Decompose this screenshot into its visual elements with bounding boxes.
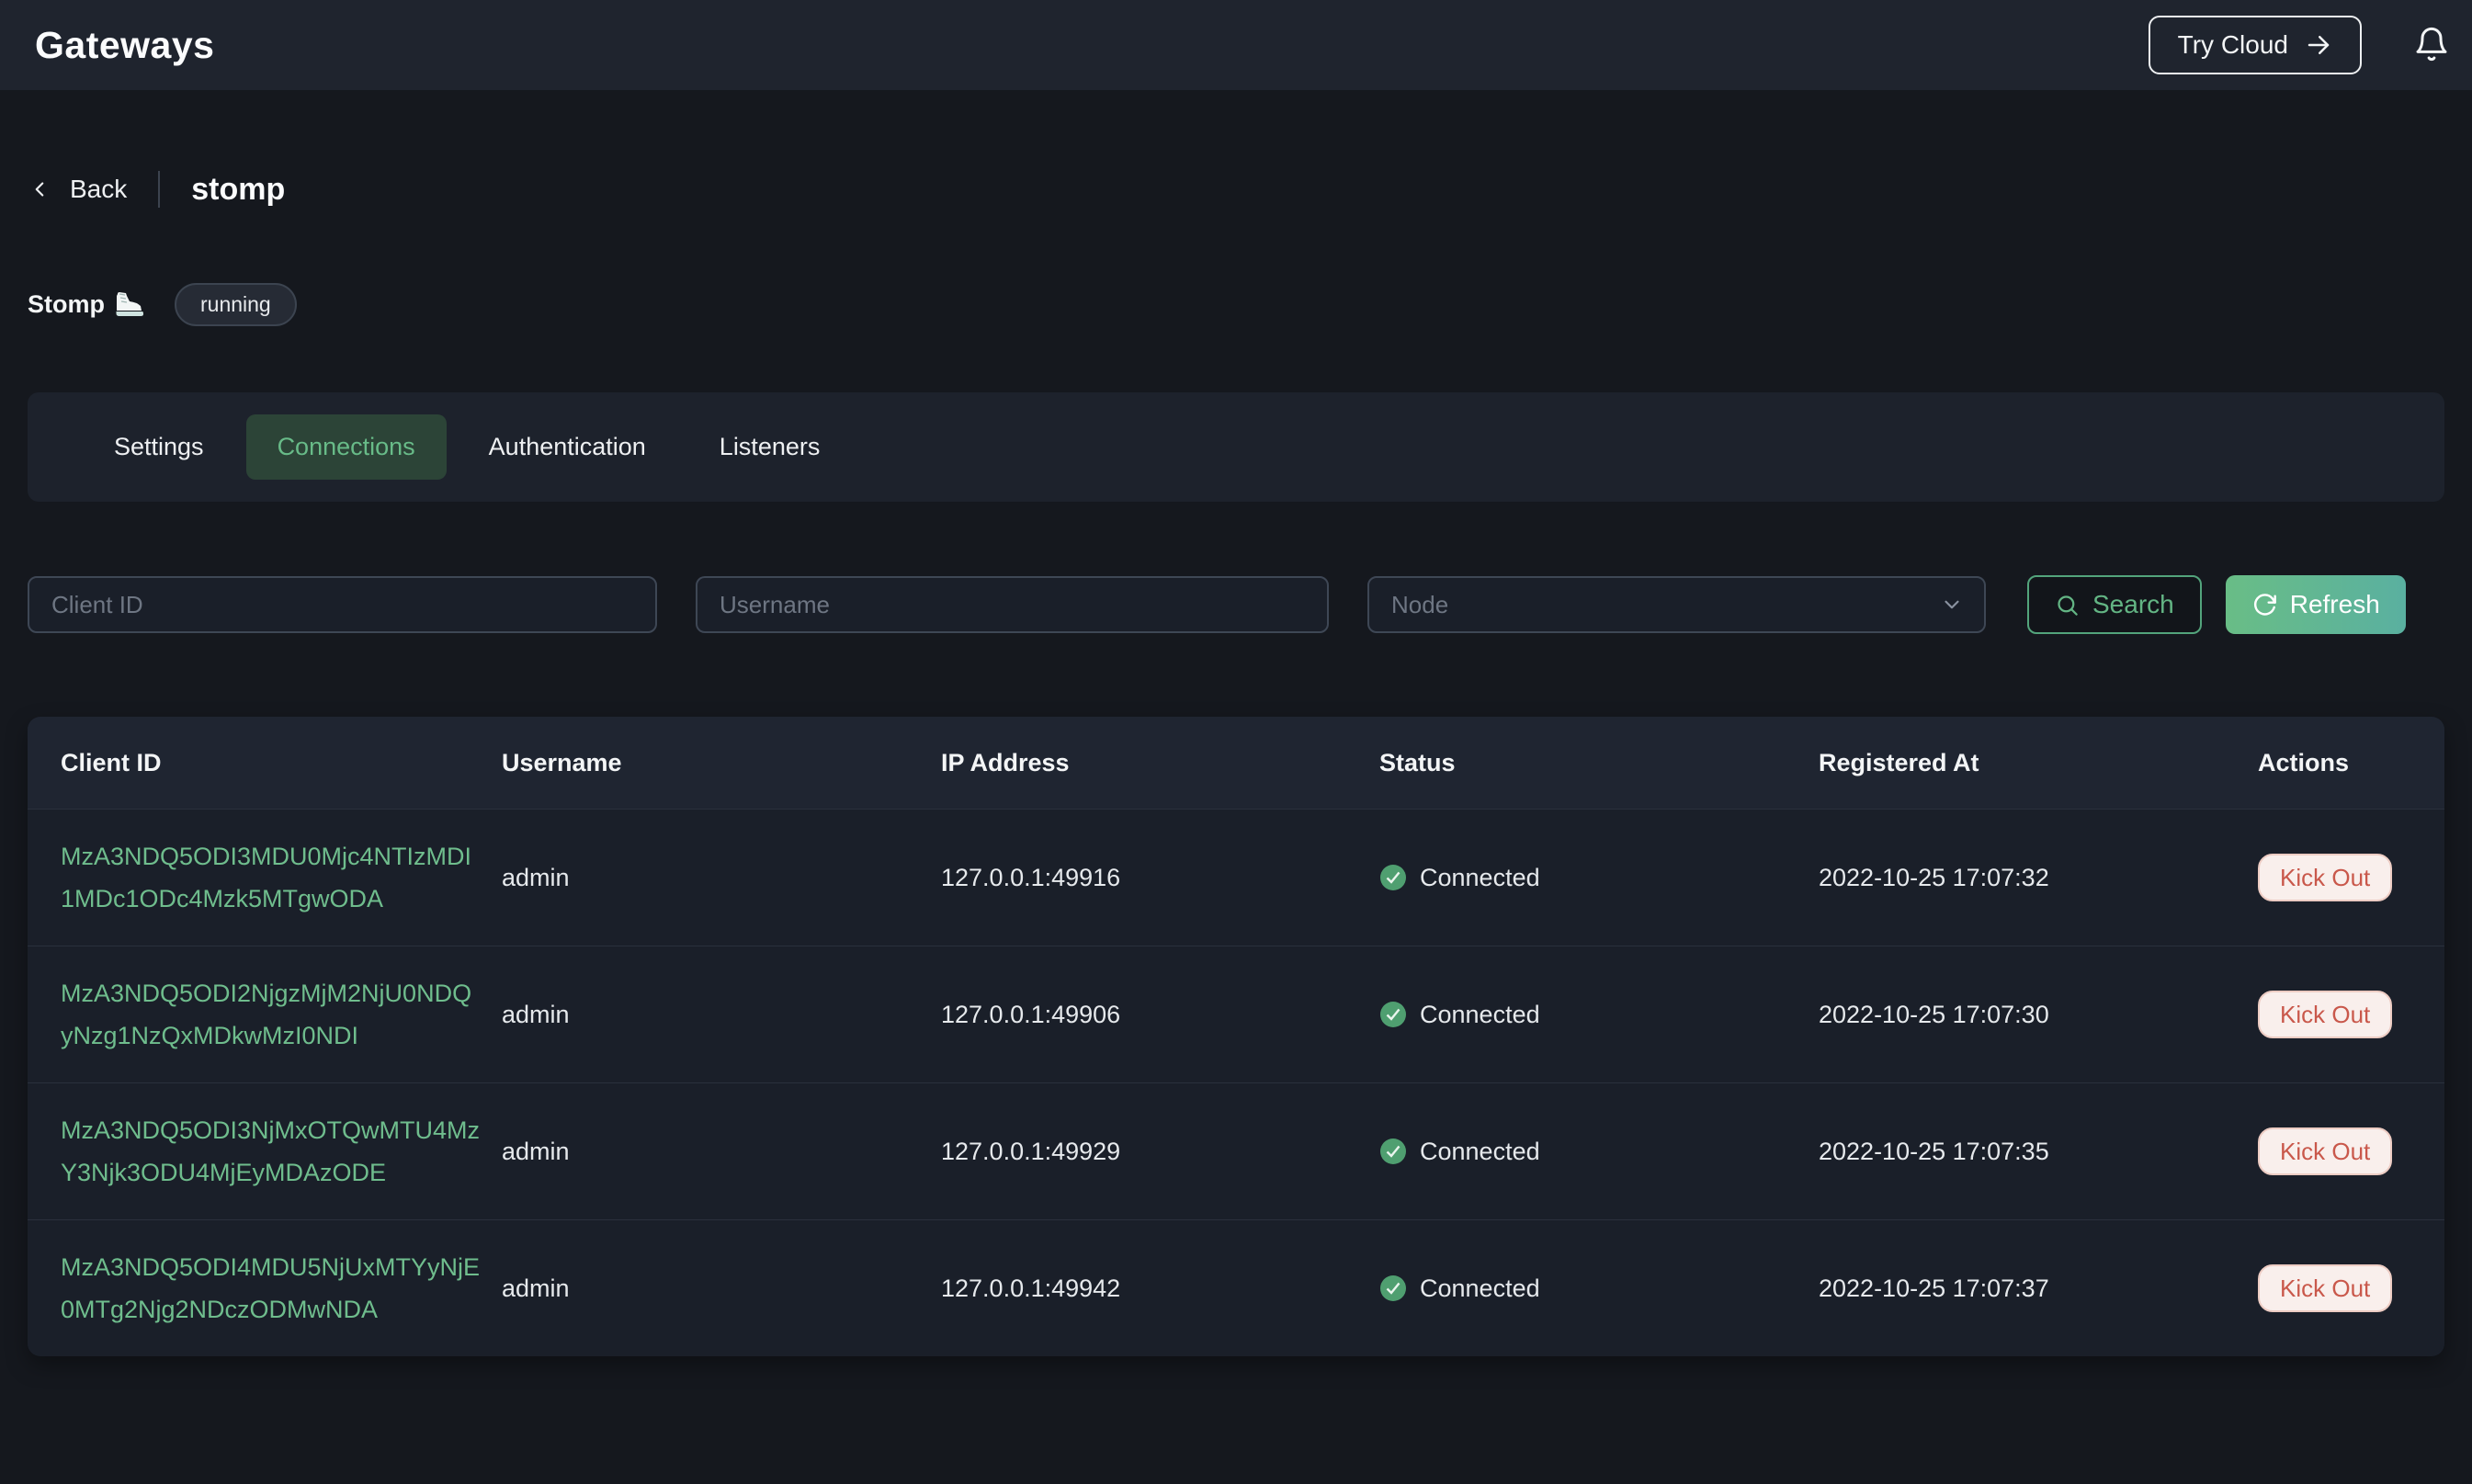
- ip-address-cell: 127.0.0.1:49916: [941, 863, 1121, 891]
- tab-settings[interactable]: Settings: [83, 414, 235, 480]
- kick-out-button[interactable]: Kick Out: [2258, 854, 2393, 901]
- status-label: Connected: [1420, 1000, 1540, 1028]
- status-cell: Connected: [1379, 1274, 1819, 1303]
- username-cell: admin: [502, 1274, 570, 1302]
- tab-bar: Settings Connections Authentication List…: [28, 392, 2444, 502]
- column-header-username: Username: [502, 748, 622, 776]
- check-circle-icon: [1379, 864, 1407, 891]
- chevron-left-icon: [28, 177, 51, 201]
- search-label: Search: [2092, 590, 2174, 618]
- boot-icon: [112, 291, 145, 319]
- refresh-label: Refresh: [2289, 590, 2380, 618]
- chevron-down-icon: [1940, 593, 1964, 617]
- check-circle-icon: [1379, 1001, 1407, 1028]
- registered-at-cell: 2022-10-25 17:07:35: [1819, 1137, 2049, 1165]
- column-header-registered-at: Registered At: [1819, 748, 1979, 776]
- node-select-placeholder: Node: [1391, 590, 1449, 618]
- tab-listeners[interactable]: Listeners: [688, 414, 852, 480]
- gateway-status-badge: running: [175, 283, 297, 326]
- kick-out-button[interactable]: Kick Out: [2258, 991, 2393, 1038]
- client-id-input[interactable]: [28, 576, 657, 633]
- back-button[interactable]: Back: [28, 175, 127, 204]
- table-row: MzA3NDQ5ODI3NjMxOTQwMTU4MzY3Njk3ODU4MjEy…: [28, 1082, 2444, 1219]
- page-content: Back stomp Stomp running Settings Connec…: [0, 171, 2472, 1356]
- status-label: Connected: [1420, 863, 1540, 891]
- status-label: Connected: [1420, 1274, 1540, 1302]
- column-header-status: Status: [1379, 748, 1456, 776]
- topbar-actions: Try Cloud: [2148, 16, 2454, 74]
- try-cloud-label: Try Cloud: [2177, 30, 2288, 59]
- topbar: Gateways Try Cloud: [0, 0, 2472, 90]
- column-header-client-id: Client ID: [61, 748, 162, 776]
- ip-address-cell: 127.0.0.1:49942: [941, 1274, 1121, 1302]
- client-id-link[interactable]: MzA3NDQ5ODI3NjMxOTQwMTU4MzY3Njk3ODU4MjEy…: [61, 1116, 481, 1186]
- client-id-link[interactable]: MzA3NDQ5ODI4MDU5NjUxMTYyNjE0MTg2Njg2NDcz…: [61, 1253, 481, 1323]
- ip-address-cell: 127.0.0.1:49906: [941, 1000, 1121, 1028]
- breadcrumb-divider: [158, 171, 161, 208]
- status-label: Connected: [1420, 1137, 1540, 1165]
- connections-table: Client ID Username IP Address Status Reg…: [28, 717, 2444, 1356]
- search-button[interactable]: Search: [2027, 575, 2202, 634]
- try-cloud-button[interactable]: Try Cloud: [2148, 16, 2362, 74]
- username-input[interactable]: [696, 576, 1329, 633]
- refresh-icon: [2251, 592, 2277, 617]
- app-title: Gateways: [35, 23, 215, 66]
- arrow-right-icon: [2305, 31, 2332, 59]
- registered-at-cell: 2022-10-25 17:07:37: [1819, 1274, 2049, 1302]
- client-id-link[interactable]: MzA3NDQ5ODI2NjgzMjM2NjU0NDQyNzg1NzQxMDkw…: [61, 980, 472, 1049]
- tab-connections[interactable]: Connections: [245, 414, 447, 480]
- tab-authentication[interactable]: Authentication: [458, 414, 677, 480]
- back-label: Back: [70, 175, 128, 203]
- status-cell: Connected: [1379, 864, 1819, 892]
- table-row: MzA3NDQ5ODI3MDU0Mjc4NTIzMDI1MDc1ODc4Mzk5…: [28, 809, 2444, 946]
- bell-icon: [2413, 26, 2450, 62]
- table-row: MzA3NDQ5ODI4MDU5NjUxMTYyNjE0MTg2Njg2NDcz…: [28, 1219, 2444, 1356]
- column-header-actions: Actions: [2258, 748, 2350, 776]
- gateway-name: Stomp: [28, 290, 105, 318]
- node-select[interactable]: Node: [1367, 576, 1986, 633]
- kick-out-button[interactable]: Kick Out: [2258, 1127, 2393, 1175]
- check-circle-icon: [1379, 1274, 1407, 1302]
- filter-bar: Node Search Refresh: [28, 575, 2444, 634]
- status-cell: Connected: [1379, 1138, 1819, 1166]
- notifications-button[interactable]: [2410, 22, 2454, 69]
- table-row: MzA3NDQ5ODI2NjgzMjM2NjU0NDQyNzg1NzQxMDkw…: [28, 946, 2444, 1082]
- page-title: stomp: [191, 171, 286, 207]
- registered-at-cell: 2022-10-25 17:07:30: [1819, 1000, 2049, 1028]
- check-circle-icon: [1379, 1138, 1407, 1165]
- gateway-header: Stomp running: [28, 283, 2444, 326]
- registered-at-cell: 2022-10-25 17:07:32: [1819, 863, 2049, 891]
- client-id-link[interactable]: MzA3NDQ5ODI3MDU0Mjc4NTIzMDI1MDc1ODc4Mzk5…: [61, 843, 472, 912]
- kick-out-button[interactable]: Kick Out: [2258, 1264, 2393, 1312]
- breadcrumb: Back stomp: [28, 171, 2444, 208]
- search-icon: [2055, 593, 2080, 617]
- username-cell: admin: [502, 1000, 570, 1028]
- refresh-button[interactable]: Refresh: [2225, 575, 2406, 634]
- username-cell: admin: [502, 1137, 570, 1165]
- username-cell: admin: [502, 863, 570, 891]
- column-header-ip-address: IP Address: [941, 748, 1070, 776]
- ip-address-cell: 127.0.0.1:49929: [941, 1137, 1121, 1165]
- status-cell: Connected: [1379, 1001, 1819, 1029]
- table-header-row: Client ID Username IP Address Status Reg…: [28, 717, 2444, 809]
